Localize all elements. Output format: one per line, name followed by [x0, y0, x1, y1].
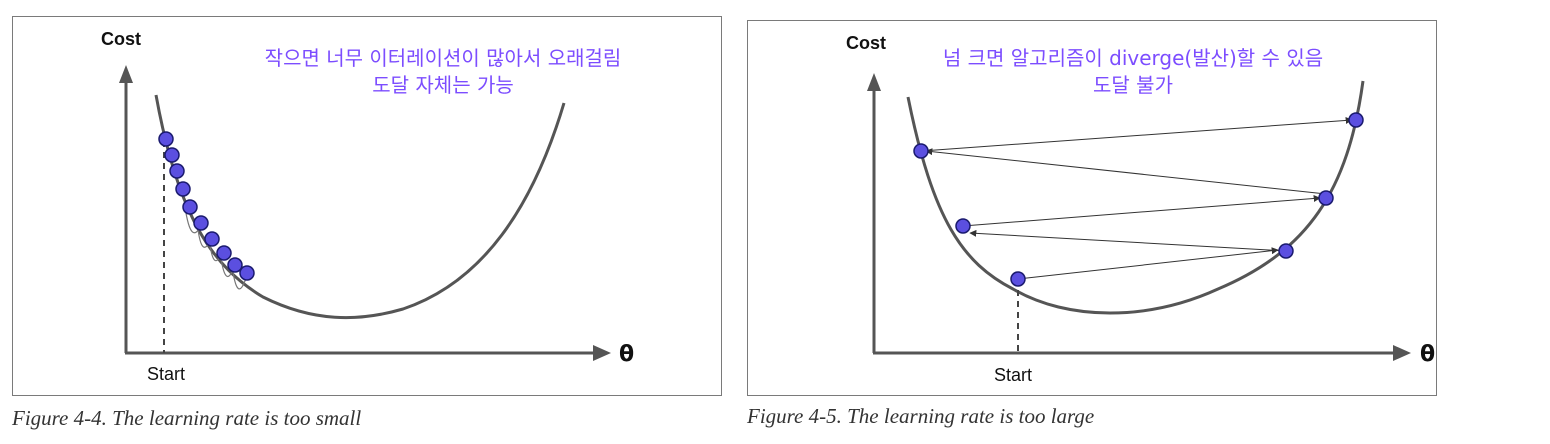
x-axis-arrowhead — [1393, 345, 1411, 361]
x-axis-label: θ — [619, 342, 635, 367]
x-axis-label: θ — [1420, 342, 1436, 367]
gradient-steps-small — [158, 131, 255, 281]
figure-small-learning-rate: 작으면 너무 이터레이션이 많아서 오래걸림 도달 자체는 가능 Cost θ … — [12, 16, 722, 396]
start-label: Start — [994, 365, 1033, 385]
step-point-6 — [1348, 112, 1364, 128]
step-point-4 — [1318, 190, 1334, 206]
y-axis-label: Cost — [101, 29, 141, 49]
step-point-1 — [1010, 271, 1026, 287]
cost-curve — [906, 80, 1365, 315]
step-point-5 — [182, 199, 198, 215]
step-point-7 — [204, 231, 220, 247]
annotation-large: 넘 크면 알고리즘이 diverge(발산)할 수 있음 도달 불가 — [898, 45, 1368, 99]
figure-large-learning-rate: 넘 크면 알고리즘이 diverge(발산)할 수 있음 도달 불가 Cost … — [747, 20, 1437, 396]
step-point-1 — [158, 131, 174, 147]
annotation-small: 작으면 너무 이터레이션이 많아서 오래걸림 도달 자체는 가능 — [193, 45, 693, 99]
start-label: Start — [147, 364, 186, 384]
small-lr-diagram — [119, 65, 611, 361]
x-axis-arrowhead — [593, 345, 611, 361]
annotation-line-2: 도달 자체는 가능 — [372, 73, 514, 97]
caption-figure-4-4: Figure 4-4. The learning rate is too sma… — [12, 406, 362, 430]
step-point-9 — [227, 257, 243, 273]
step-point-8 — [216, 245, 232, 261]
gradient-steps-large — [913, 112, 1364, 287]
step-point-6 — [193, 215, 209, 231]
y-axis-label: Cost — [846, 33, 886, 53]
cost-curve — [154, 94, 566, 320]
step-point-4 — [175, 181, 191, 197]
step-point-2 — [164, 147, 180, 163]
step-point-3 — [955, 218, 971, 234]
annotation-line-1: 넘 크면 알고리즘이 diverge(발산)할 수 있음 — [942, 46, 1324, 70]
step-point-2 — [1278, 243, 1294, 259]
caption-figure-4-5: Figure 4-5. The learning rate is too lar… — [747, 404, 1095, 428]
step-point-3 — [169, 163, 185, 179]
step-point-5 — [913, 143, 929, 159]
divergence-arrows — [921, 116, 1353, 280]
annotation-line-2: 도달 불가 — [1093, 73, 1173, 97]
annotation-line-1: 작으면 너무 이터레이션이 많아서 오래걸림 — [264, 46, 622, 70]
large-lr-diagram — [867, 73, 1411, 361]
y-axis-arrowhead — [867, 73, 881, 91]
step-point-10 — [239, 265, 255, 281]
y-axis-arrowhead — [119, 65, 133, 83]
